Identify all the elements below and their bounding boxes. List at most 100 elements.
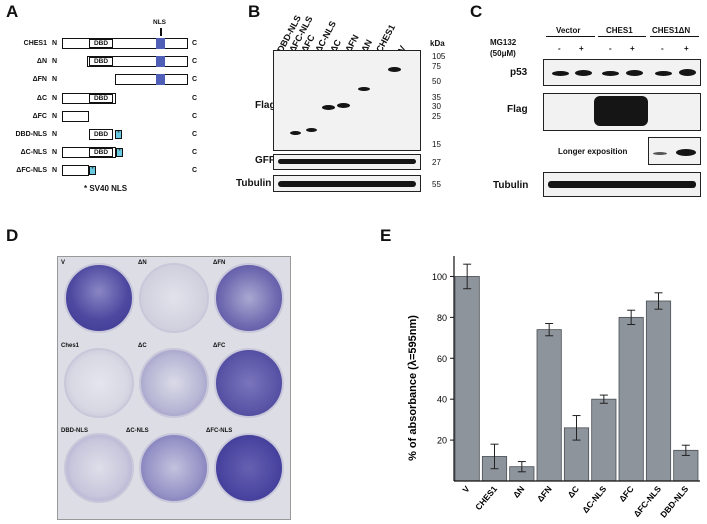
bar	[618, 316, 644, 482]
row-label: ΔN	[36, 58, 47, 65]
sv40-nls: *	[115, 130, 122, 139]
n-terminus: N	[52, 113, 58, 120]
flag-band	[290, 131, 301, 135]
bar	[481, 456, 508, 482]
plate-image: V ΔN ΔFN Ches1 ΔC ΔFC DBD-NLS ΔC-NLS ΔFC…	[57, 256, 291, 520]
dbd-domain: DBD	[89, 57, 113, 66]
group-line	[650, 36, 699, 37]
well-label: ΔFC-NLS	[206, 428, 233, 434]
bar	[563, 427, 590, 482]
group-line	[598, 36, 646, 37]
bar	[591, 398, 617, 482]
y-tick-label: 40	[437, 395, 447, 405]
panel-e-label: E	[380, 226, 392, 245]
marker: 35	[432, 93, 441, 102]
n-terminus: N	[52, 95, 58, 102]
sv40-nls: *	[116, 148, 123, 157]
bar	[509, 466, 535, 482]
dbd-domain: DBD	[89, 94, 113, 103]
marker: 75	[432, 62, 441, 71]
marker: 30	[432, 102, 441, 111]
x-tick-label: ΔFN	[535, 484, 554, 504]
longer-exposition-label: Longer exposition	[558, 147, 628, 156]
c-terminus: C	[192, 131, 198, 138]
dbd-domain: DBD	[89, 148, 113, 157]
row-label: CHES1	[23, 40, 47, 47]
construct-bar	[87, 56, 188, 67]
group-vector: Vector	[556, 26, 581, 35]
longer-band	[653, 152, 667, 155]
flag-band	[337, 103, 350, 108]
nls-domain	[156, 56, 165, 67]
flag-blot-c	[543, 93, 701, 131]
group-ches1: CHES1	[606, 26, 633, 35]
flag-band	[388, 67, 401, 72]
y-tick-label: 100	[432, 272, 447, 282]
n-terminus: N	[52, 40, 58, 47]
panel-b-label: B	[248, 2, 261, 21]
mg132-label: MG132	[490, 38, 517, 47]
flag-label-c: Flag	[507, 104, 528, 115]
x-tick-label: CHES1	[473, 484, 499, 512]
well-label: ΔFC	[213, 343, 226, 349]
y-axis-title: % of absorbance (λ=595nm)	[407, 315, 419, 461]
dish-ches1	[64, 348, 134, 418]
tubulin-band-c	[548, 181, 696, 188]
gfp-blot	[273, 154, 421, 170]
gfp-label: GFP	[255, 155, 276, 166]
x-tick-label: ΔC-NLS	[580, 484, 608, 515]
well-label: V	[61, 260, 66, 266]
x-tick-label: V	[460, 484, 472, 495]
sign: +	[630, 44, 635, 53]
n-terminus: N	[52, 76, 58, 83]
y-tick-label: 20	[437, 436, 447, 446]
p53-blot	[543, 59, 701, 86]
p53-band	[626, 70, 643, 76]
dish-dbd-nls	[64, 433, 134, 503]
tubulin-label-c: Tubulin	[493, 180, 529, 191]
row-label: DBD-NLS	[15, 131, 48, 138]
x-tick-label: ΔC	[565, 484, 581, 500]
bar	[536, 329, 562, 482]
flag-label: Flag	[255, 100, 276, 111]
nls-header: NLS	[153, 19, 166, 26]
flag-band	[358, 87, 370, 91]
panel-a-label: A	[6, 2, 19, 21]
row-label: ΔC-NLS	[20, 149, 47, 156]
sign: -	[609, 44, 612, 53]
p53-band	[602, 71, 619, 76]
tubulin-label-b: Tubulin	[236, 178, 272, 189]
well-label: ΔC-NLS	[126, 428, 149, 434]
nls-domain	[156, 38, 165, 49]
c-terminus: C	[192, 40, 198, 47]
row-label: ΔFC	[32, 113, 47, 120]
p53-band	[575, 70, 592, 76]
sign: +	[579, 44, 584, 53]
p53-label: p53	[510, 67, 528, 78]
y-tick-label: 60	[437, 354, 447, 364]
tubulin-blot-b	[273, 175, 421, 192]
dish-dc-nls	[139, 433, 209, 503]
dish-dfc	[214, 348, 284, 418]
flag-blot	[273, 50, 421, 151]
p53-band	[679, 69, 696, 76]
c-terminus: C	[192, 95, 198, 102]
bar	[454, 276, 480, 482]
dbd-domain: DBD	[89, 39, 113, 48]
sign: +	[684, 44, 689, 53]
marker: 15	[432, 140, 441, 149]
well-label: Ches1	[61, 343, 80, 349]
n-terminus: N	[52, 149, 58, 156]
bar	[673, 449, 699, 482]
flag-band	[322, 105, 335, 110]
marker: 105	[432, 52, 446, 61]
sv40-footnote: * SV40 NLS	[84, 184, 128, 193]
construct-bar	[115, 74, 188, 85]
construct-bar	[62, 111, 89, 122]
longer-exposition-blot	[648, 137, 701, 165]
marker: 25	[432, 112, 441, 121]
well-label: DBD-NLS	[61, 428, 88, 434]
n-terminus: N	[52, 131, 58, 138]
x-tick-label: ΔFC	[617, 484, 636, 504]
c-terminus: C	[192, 58, 198, 65]
